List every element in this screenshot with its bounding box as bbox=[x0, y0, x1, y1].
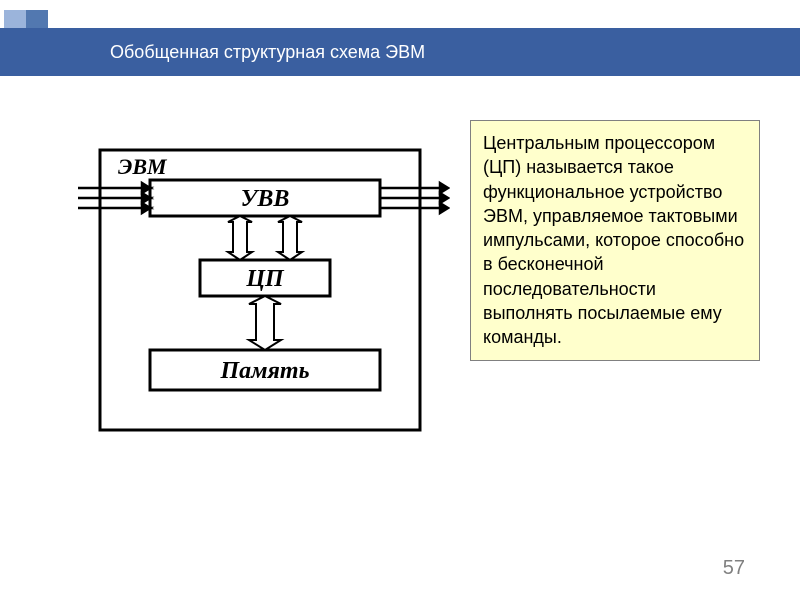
outer-label: ЭВМ bbox=[118, 154, 168, 179]
arrows-in-left bbox=[78, 183, 150, 213]
definition-textbox: Центральным процессором (ЦП) называется … bbox=[470, 120, 760, 361]
arrow-cp-mem bbox=[249, 296, 281, 350]
page-number: 57 bbox=[723, 557, 745, 580]
arrow-uvv-cp-left bbox=[228, 216, 252, 260]
node-mem-label: Память bbox=[219, 358, 309, 384]
node-cp-label: ЦП bbox=[245, 266, 285, 292]
slide-title: Обобщенная структурная схема ЭВМ bbox=[110, 42, 425, 63]
arrows-out-right bbox=[380, 183, 448, 213]
arrow-uvv-cp-right bbox=[278, 216, 302, 260]
node-uvv-label: УВВ bbox=[241, 186, 290, 212]
header-bar: Обобщенная структурная схема ЭВМ bbox=[0, 28, 800, 76]
evm-diagram: ЭВМ УВВ ЦП Память bbox=[70, 130, 440, 450]
slide-content: ЭВМ УВВ ЦП Память bbox=[0, 100, 800, 580]
